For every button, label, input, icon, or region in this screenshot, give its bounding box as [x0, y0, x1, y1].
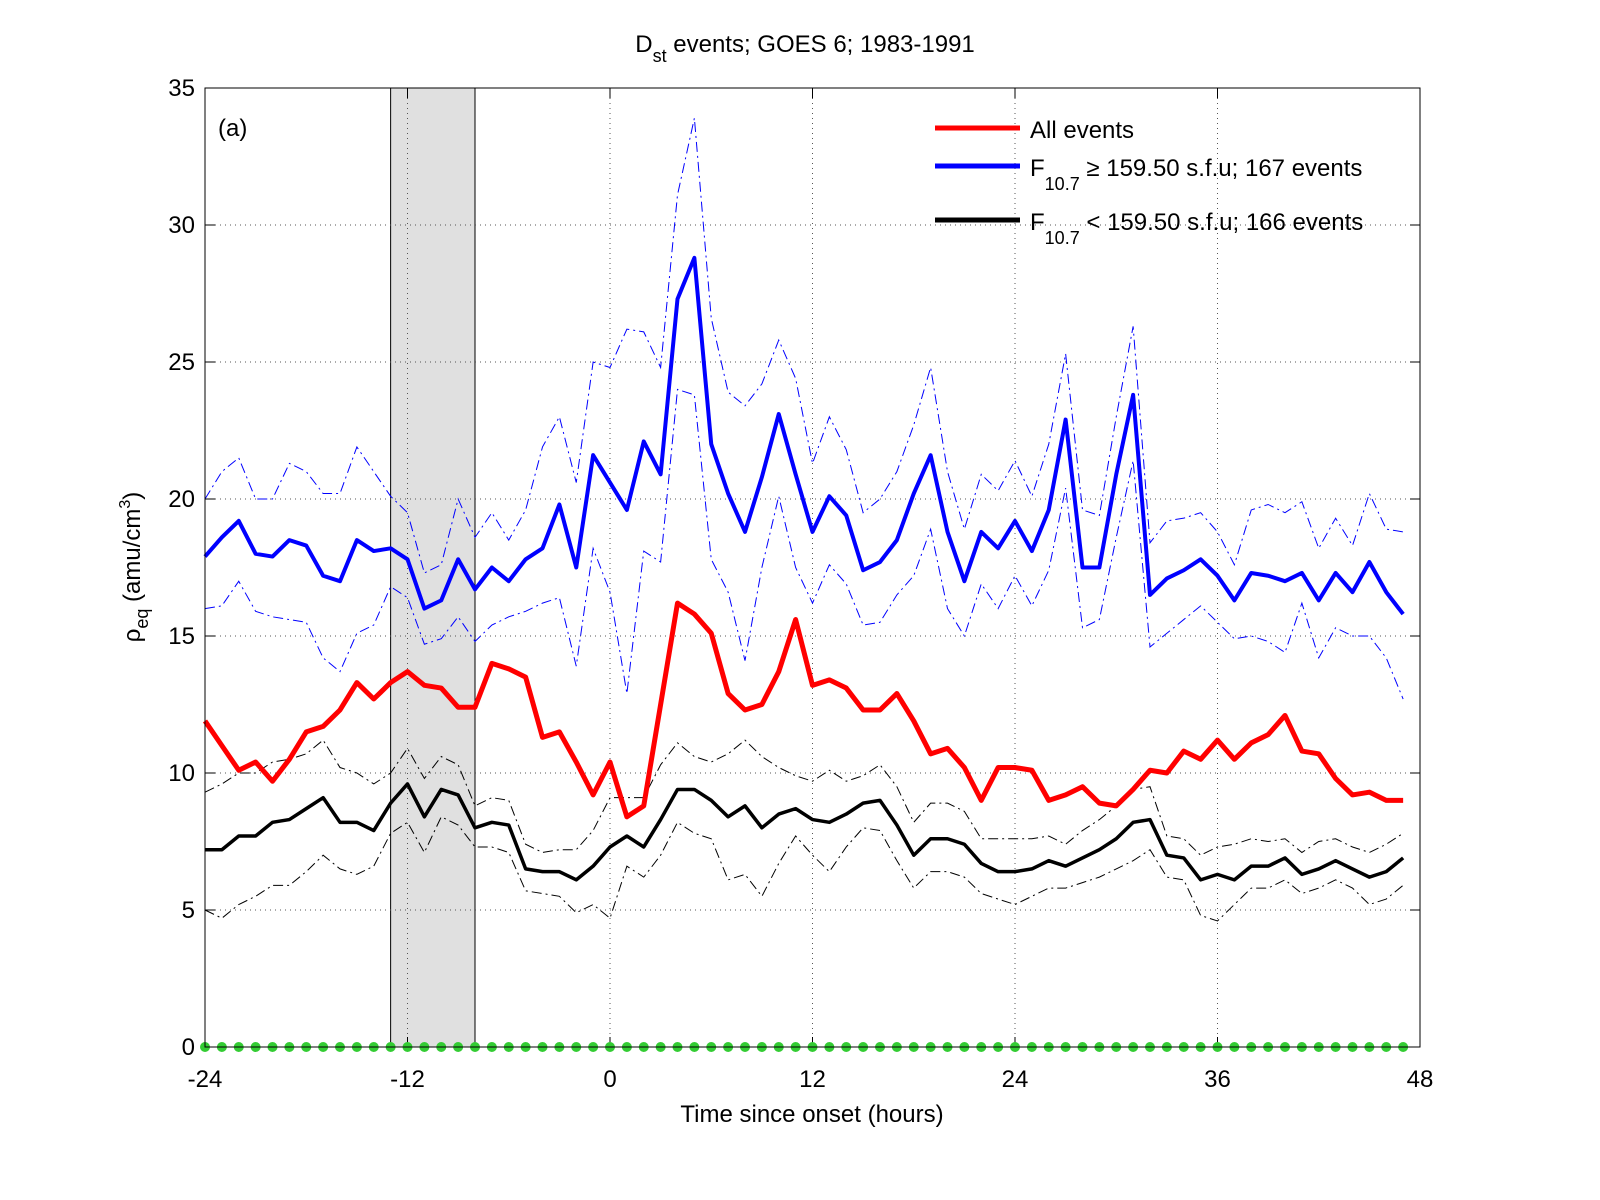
legend-label: F10.7 ≥ 159.50 s.f.u; 167 events: [1030, 155, 1362, 194]
legend-label: All events: [1030, 117, 1134, 144]
text-part: 10.7: [1045, 228, 1080, 248]
text-part: eq: [132, 609, 152, 629]
text-part: F: [1030, 209, 1045, 236]
y-axis-label: ρeq (amu/cm3): [117, 492, 152, 643]
x-tick-label: 12: [799, 1066, 826, 1093]
text-part: F: [1030, 155, 1045, 182]
y-tick-label: 5: [182, 897, 195, 924]
legend-label: F10.7 < 159.50 s.f.u; 166 events: [1030, 209, 1363, 248]
y-tick-label: 0: [182, 1034, 195, 1061]
text-part: 3: [117, 500, 134, 509]
series-line: [203, 255, 1405, 616]
y-tick-label: 15: [168, 623, 195, 650]
text-part: ): [119, 492, 146, 500]
text-part: < 159.50 s.f.u; 166 events: [1080, 209, 1364, 236]
x-tick-label: 48: [1407, 1066, 1434, 1093]
x-tick-label: 24: [1002, 1066, 1029, 1093]
text-part: (amu/cm: [119, 509, 146, 609]
text-part: ρ: [119, 629, 146, 643]
y-tick-label: 30: [168, 212, 195, 239]
axes-frame: [204, 87, 1421, 1048]
text-part: events; GOES 6; 1983-1991: [667, 31, 975, 58]
text-part: 10.7: [1045, 174, 1080, 194]
bound-line: [204, 118, 1404, 574]
chart-title: Dst events; GOES 6; 1983-1991: [635, 31, 975, 66]
bound-line: [204, 816, 1404, 922]
text-part: D: [635, 31, 652, 58]
annotation: (a): [218, 115, 247, 142]
text-part: ≥ 159.50 s.f.u; 167 events: [1080, 155, 1363, 182]
x-tick-label: -24: [188, 1066, 223, 1093]
bound-line: [204, 739, 1404, 856]
y-tick-label: 20: [168, 486, 195, 513]
y-tick-label: 35: [168, 75, 195, 102]
series-line: [205, 782, 1405, 882]
series-line: [202, 600, 1404, 820]
bound-line: [204, 388, 1404, 700]
text-part: st: [653, 46, 667, 66]
y-tick-label: 25: [168, 349, 195, 376]
y-tick-label: 10: [168, 760, 195, 787]
x-axis-label: Time since onset (hours): [680, 1101, 943, 1128]
x-tick-label: 36: [1204, 1066, 1231, 1093]
x-tick-label: -12: [390, 1066, 425, 1093]
x-tick-label: 0: [603, 1066, 616, 1093]
